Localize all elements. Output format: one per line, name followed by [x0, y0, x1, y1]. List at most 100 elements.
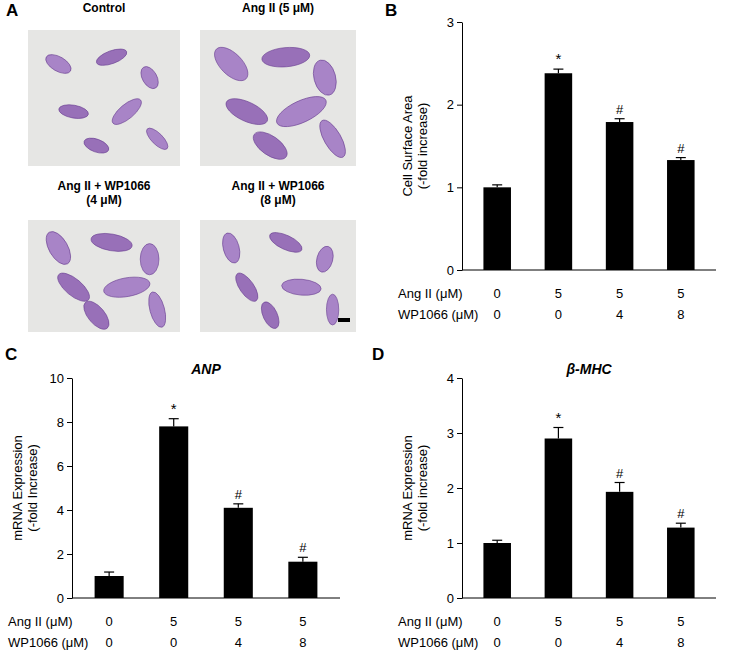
cell: [314, 244, 336, 274]
bar: [545, 73, 573, 270]
bar: [483, 187, 511, 270]
condition-value: 4: [235, 635, 242, 650]
cell: [79, 297, 113, 334]
panel-label: A: [6, 1, 18, 20]
tick-mark: [67, 466, 72, 467]
cell: [94, 46, 128, 69]
condition-label: WP1066 (μM): [8, 635, 88, 650]
cell: [220, 231, 243, 265]
tick-label: 6: [57, 459, 64, 474]
tick: 8: [57, 415, 72, 430]
condition-value: 5: [677, 614, 684, 629]
tick-label: 4: [447, 371, 454, 386]
error-cap: [553, 427, 563, 428]
error-bar: [298, 557, 308, 561]
bar: [667, 160, 695, 270]
title-line: Ang II (5 μM): [242, 1, 314, 15]
condition-value: 5: [235, 614, 242, 629]
tick: 3: [447, 426, 462, 441]
condition-value: 0: [170, 635, 177, 650]
condition-value: 0: [555, 307, 562, 322]
condition-label: Ang II (μM): [398, 614, 463, 629]
tick-mark: [457, 378, 462, 379]
cell: [43, 51, 74, 77]
axis-title-line: Cell Surface Area: [400, 95, 415, 197]
cell: [143, 125, 171, 153]
cell: [315, 116, 351, 161]
tick: 6: [57, 459, 72, 474]
chart: B0123Cell Surface Area(-fold increase)*#…: [385, 1, 716, 322]
axis-title-line: (-fold Increase): [25, 444, 40, 531]
tick-label: 3: [447, 426, 454, 441]
tick-mark: [457, 187, 462, 188]
error-cap: [615, 118, 625, 119]
bar: [95, 576, 124, 598]
tick-mark: [457, 105, 462, 106]
image-title: Control: [83, 1, 126, 15]
tick-mark: [457, 22, 462, 23]
tick-mark: [67, 378, 72, 379]
micrograph: [28, 220, 180, 333]
cell: [310, 57, 340, 97]
image-title: Ang II (5 μM): [242, 1, 314, 15]
image-title: Ang II + WP1066(4 μM): [57, 179, 150, 207]
significance-mark: *: [555, 50, 561, 67]
tick-mark: [457, 433, 462, 434]
tick: 0: [447, 263, 462, 278]
condition-label: WP1066 (μM): [398, 307, 478, 322]
image-background: [28, 30, 180, 166]
tick-label: 10: [50, 371, 64, 386]
panel-label: B: [385, 1, 397, 20]
error-bar: [233, 504, 243, 508]
condition-value: 5: [616, 286, 623, 301]
tick-mark: [457, 270, 462, 271]
significance-mark: #: [616, 102, 624, 117]
image-background: [200, 220, 356, 332]
error-whisker: [619, 483, 620, 492]
condition-value: 8: [677, 635, 684, 650]
bar: [545, 439, 573, 599]
condition-value: 5: [616, 614, 623, 629]
condition-value: 0: [106, 614, 113, 629]
cell: [41, 228, 75, 269]
scale-bar: [338, 318, 350, 322]
error-bar: [492, 185, 502, 187]
error-cap: [104, 571, 114, 572]
image-background: [200, 30, 356, 166]
axis-title-line: (-fold increase): [415, 103, 430, 190]
cell: [281, 278, 322, 297]
tick: 2: [447, 481, 462, 496]
error-whisker: [558, 428, 559, 439]
axis-line: [462, 379, 463, 599]
condition-value: 5: [677, 286, 684, 301]
condition-value: 0: [494, 635, 501, 650]
error-cap: [676, 523, 686, 524]
cell: [222, 93, 271, 129]
cell: [90, 231, 134, 255]
cell: [232, 270, 262, 305]
condition-value: 5: [299, 614, 306, 629]
axis-title-line: mRNA Expression: [400, 435, 415, 540]
figure: A Control Ang II (5 μM) Ang II + WP1066(4 μ…: [0, 0, 745, 656]
condition-value: 4: [616, 307, 623, 322]
cell: [82, 135, 111, 156]
bar: [667, 528, 695, 598]
axis-title-line: (-fold increase): [415, 445, 430, 532]
tick-label: 1: [447, 536, 454, 551]
tick-label: 0: [57, 591, 64, 606]
tick: 4: [447, 371, 462, 386]
micrograph: [28, 30, 180, 166]
micrograph: [200, 30, 356, 166]
cell: [249, 127, 292, 165]
cell: [140, 244, 159, 275]
condition-value: 0: [494, 614, 501, 629]
axis-title-line: mRNA Expression: [10, 435, 25, 540]
error-bar: [553, 69, 563, 73]
tick-label: 2: [447, 97, 454, 112]
cell: [58, 103, 90, 121]
significance-mark: #: [235, 487, 243, 502]
error-cap: [233, 503, 243, 504]
condition-value: 8: [677, 307, 684, 322]
cell: [267, 229, 305, 257]
error-whisker: [558, 69, 559, 73]
